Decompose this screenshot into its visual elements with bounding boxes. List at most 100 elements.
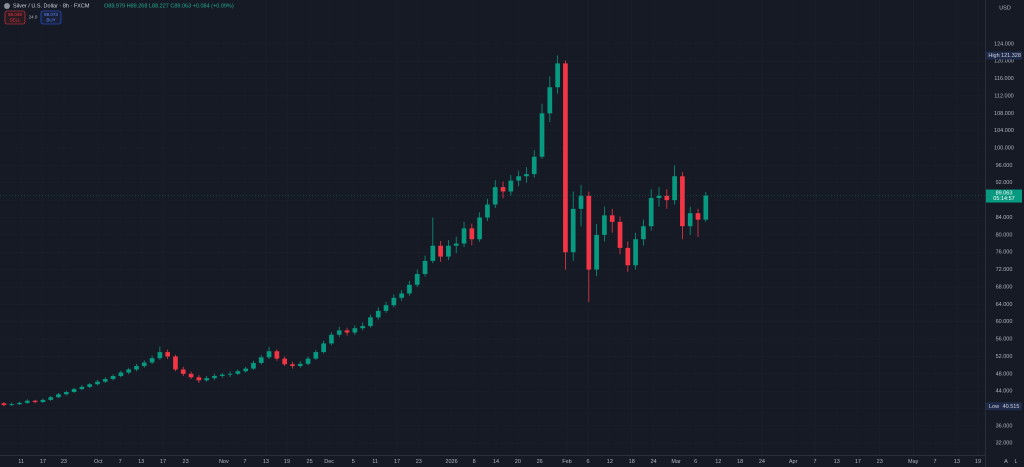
low-value: 40.515: [1003, 404, 1020, 410]
candle-body: [664, 195, 670, 201]
candle-body: [641, 226, 646, 240]
x-tick-label: Nov: [219, 459, 229, 465]
candle-body: [469, 228, 475, 240]
axis-button[interactable]: A: [1004, 459, 1008, 465]
candle-body: [656, 195, 662, 198]
buy-box[interactable]: [40, 10, 62, 25]
x-tick-label: 20: [515, 459, 521, 465]
y-tick-label: 76.000: [996, 250, 1013, 256]
buy-button[interactable]: 89.073 BUY: [40, 10, 62, 25]
y-tick-label: 72.000: [996, 267, 1013, 273]
y-tick-label: 32.000: [996, 441, 1013, 447]
candle-body: [79, 386, 85, 390]
x-tick-label: 5: [352, 459, 355, 465]
high-box: [986, 51, 1022, 60]
y-tick-label: 60.000: [996, 319, 1013, 325]
candle-body: [258, 357, 264, 363]
candle-body: [157, 352, 163, 359]
candle-body: [243, 368, 249, 372]
candle-body: [539, 113, 545, 157]
candle-body: [87, 384, 93, 387]
x-tick-label: 17: [40, 459, 46, 465]
x-tick-label: 19: [975, 459, 981, 465]
grid: [0, 0, 985, 455]
candle-body: [524, 174, 529, 177]
candle-body: [680, 176, 685, 227]
y-tick-label: 120.000: [994, 59, 1014, 65]
candle-body: [141, 362, 147, 366]
candle-body: [56, 394, 61, 398]
candle-body: [118, 372, 124, 376]
candle-body: [71, 389, 77, 393]
candle-body: [407, 284, 412, 294]
candle-body: [266, 351, 272, 358]
x-tick-label: 17: [855, 459, 861, 465]
sell-label[interactable]: SELL: [9, 18, 21, 23]
y-tick-label: 112.000: [994, 93, 1013, 99]
buy-price[interactable]: 89.073: [44, 12, 58, 17]
candle-body: [173, 356, 178, 370]
candle-body: [368, 317, 373, 327]
candle-body: [227, 373, 233, 375]
candle-body: [165, 352, 171, 357]
x-tick-label: 13: [263, 459, 269, 465]
x-tick-label: 18: [629, 459, 635, 465]
symbol-title: Silver / U.S. Dollar · 8h · FXCM: [13, 3, 90, 9]
candle-body: [329, 334, 334, 344]
candle-body: [1, 403, 7, 406]
x-tick-label: 14: [493, 459, 499, 465]
y-tick-label: 56.000: [996, 337, 1013, 343]
candle-body: [375, 310, 381, 318]
y-tick-label: 64.000: [996, 302, 1013, 308]
y-tick-label: 80.000: [996, 232, 1013, 238]
candle-body: [508, 180, 514, 192]
candle-body: [414, 273, 420, 285]
candle-body: [321, 343, 326, 353]
candle-body: [477, 217, 482, 240]
candle-body: [17, 402, 22, 405]
symbol-icon: [4, 3, 10, 9]
x-tick-label: 13: [954, 459, 960, 465]
candle-body: [126, 369, 132, 373]
candle-body: [9, 404, 15, 406]
candle-body: [24, 400, 30, 403]
candle-body: [110, 375, 116, 380]
y-tick-label: 104.000: [994, 128, 1014, 134]
candle-body: [633, 239, 638, 266]
sell-box[interactable]: [4, 10, 26, 25]
axis-button[interactable]: L: [1014, 459, 1017, 465]
candle-body: [516, 176, 521, 181]
candle-body: [430, 245, 436, 261]
candle-body: [500, 187, 506, 192]
candle-body: [438, 245, 443, 257]
buy-label[interactable]: BUY: [46, 18, 55, 23]
x-tick-label: 12: [715, 459, 721, 465]
candle-body: [32, 400, 38, 403]
candle-body: [40, 399, 46, 403]
candle-body: [134, 365, 139, 370]
y-tick-label: 108.000: [994, 111, 1014, 117]
countdown: 05:14:57: [993, 196, 1014, 202]
candle-body: [570, 208, 576, 253]
candle-body: [492, 187, 498, 205]
x-tick-label: 8: [473, 459, 476, 465]
sell-price[interactable]: 89.049: [8, 12, 22, 17]
candle-body: [625, 247, 631, 266]
sell-button[interactable]: 89.049 SELL: [4, 10, 26, 25]
candle-body: [602, 215, 607, 235]
currency[interactable]: USD: [999, 5, 1011, 11]
header: Silver / U.S. Dollar · 8h · FXCM O88.979…: [4, 3, 1011, 25]
x-tick-label: 6: [587, 459, 590, 465]
x-tick-label: 7: [243, 459, 246, 465]
x-tick-label: 7: [119, 459, 122, 465]
candle-body: [274, 351, 280, 359]
last-price-label: 89.063: [996, 190, 1013, 196]
candle-body: [547, 87, 553, 114]
candle-body: [313, 352, 319, 359]
candle-body: [594, 234, 599, 270]
y-tick-label: 96.000: [996, 163, 1013, 169]
axes: 32.00036.00040.00044.00048.00052.00056.0…: [18, 41, 1022, 465]
candle-body: [446, 245, 451, 257]
